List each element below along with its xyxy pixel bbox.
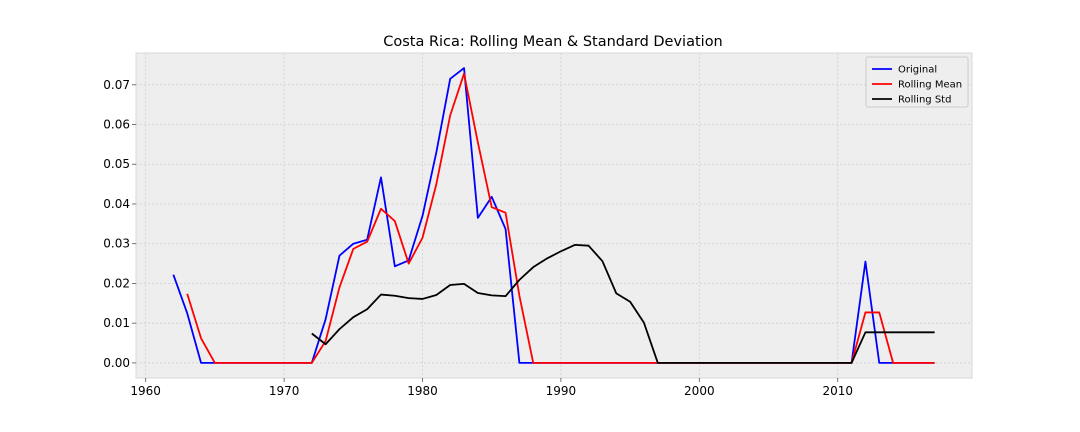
y-tick-label: 0.05 [103,157,130,171]
x-tick-label: 2010 [822,384,853,398]
y-axis: 0.00 0.01 0.02 0.03 0.04 0.05 0.06 0.07 [103,78,136,370]
legend-label: Rolling Std [898,95,951,106]
series-layer [172,67,935,364]
x-axis: 1960 1970 1980 1990 2000 2010 [130,378,853,398]
y-tick-label: 0.04 [103,197,130,211]
grid [136,53,972,378]
y-tick-label: 0.07 [103,78,130,92]
x-tick-label: 1980 [407,384,438,398]
y-tick-label: 0.06 [103,118,130,132]
chart-title: Costa Rica: Rolling Mean & Standard Devi… [383,34,723,50]
series-line-rolling-std [311,244,935,364]
y-tick-label: 0.03 [103,237,130,251]
x-tick-label: 1960 [130,384,161,398]
x-tick-label: 2000 [684,384,715,398]
plot-area [135,52,973,379]
y-tick-label: 0.01 [103,316,130,330]
legend-label: Rolling Mean [898,80,962,91]
x-tick-label: 1970 [269,384,300,398]
legend: Original Rolling Mean Rolling Std [865,56,969,108]
legend-label: Original [898,65,937,76]
y-tick-label: 0.00 [103,356,130,370]
x-tick-label: 1990 [546,384,577,398]
y-tick-label: 0.02 [103,276,130,290]
